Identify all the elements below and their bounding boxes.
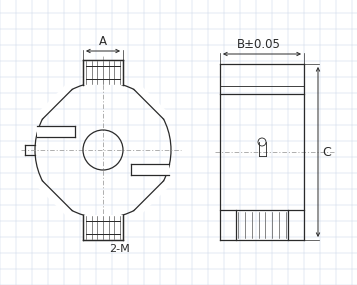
FancyBboxPatch shape — [131, 164, 169, 175]
Text: 2-M: 2-M — [109, 244, 129, 254]
Polygon shape — [134, 181, 169, 216]
FancyBboxPatch shape — [83, 60, 123, 85]
Polygon shape — [37, 84, 72, 119]
Text: A: A — [99, 35, 107, 48]
Polygon shape — [134, 84, 169, 119]
FancyBboxPatch shape — [83, 215, 123, 240]
Polygon shape — [37, 181, 72, 216]
Text: C: C — [322, 146, 331, 158]
FancyBboxPatch shape — [37, 126, 75, 137]
Text: B±0.05: B±0.05 — [237, 38, 281, 51]
